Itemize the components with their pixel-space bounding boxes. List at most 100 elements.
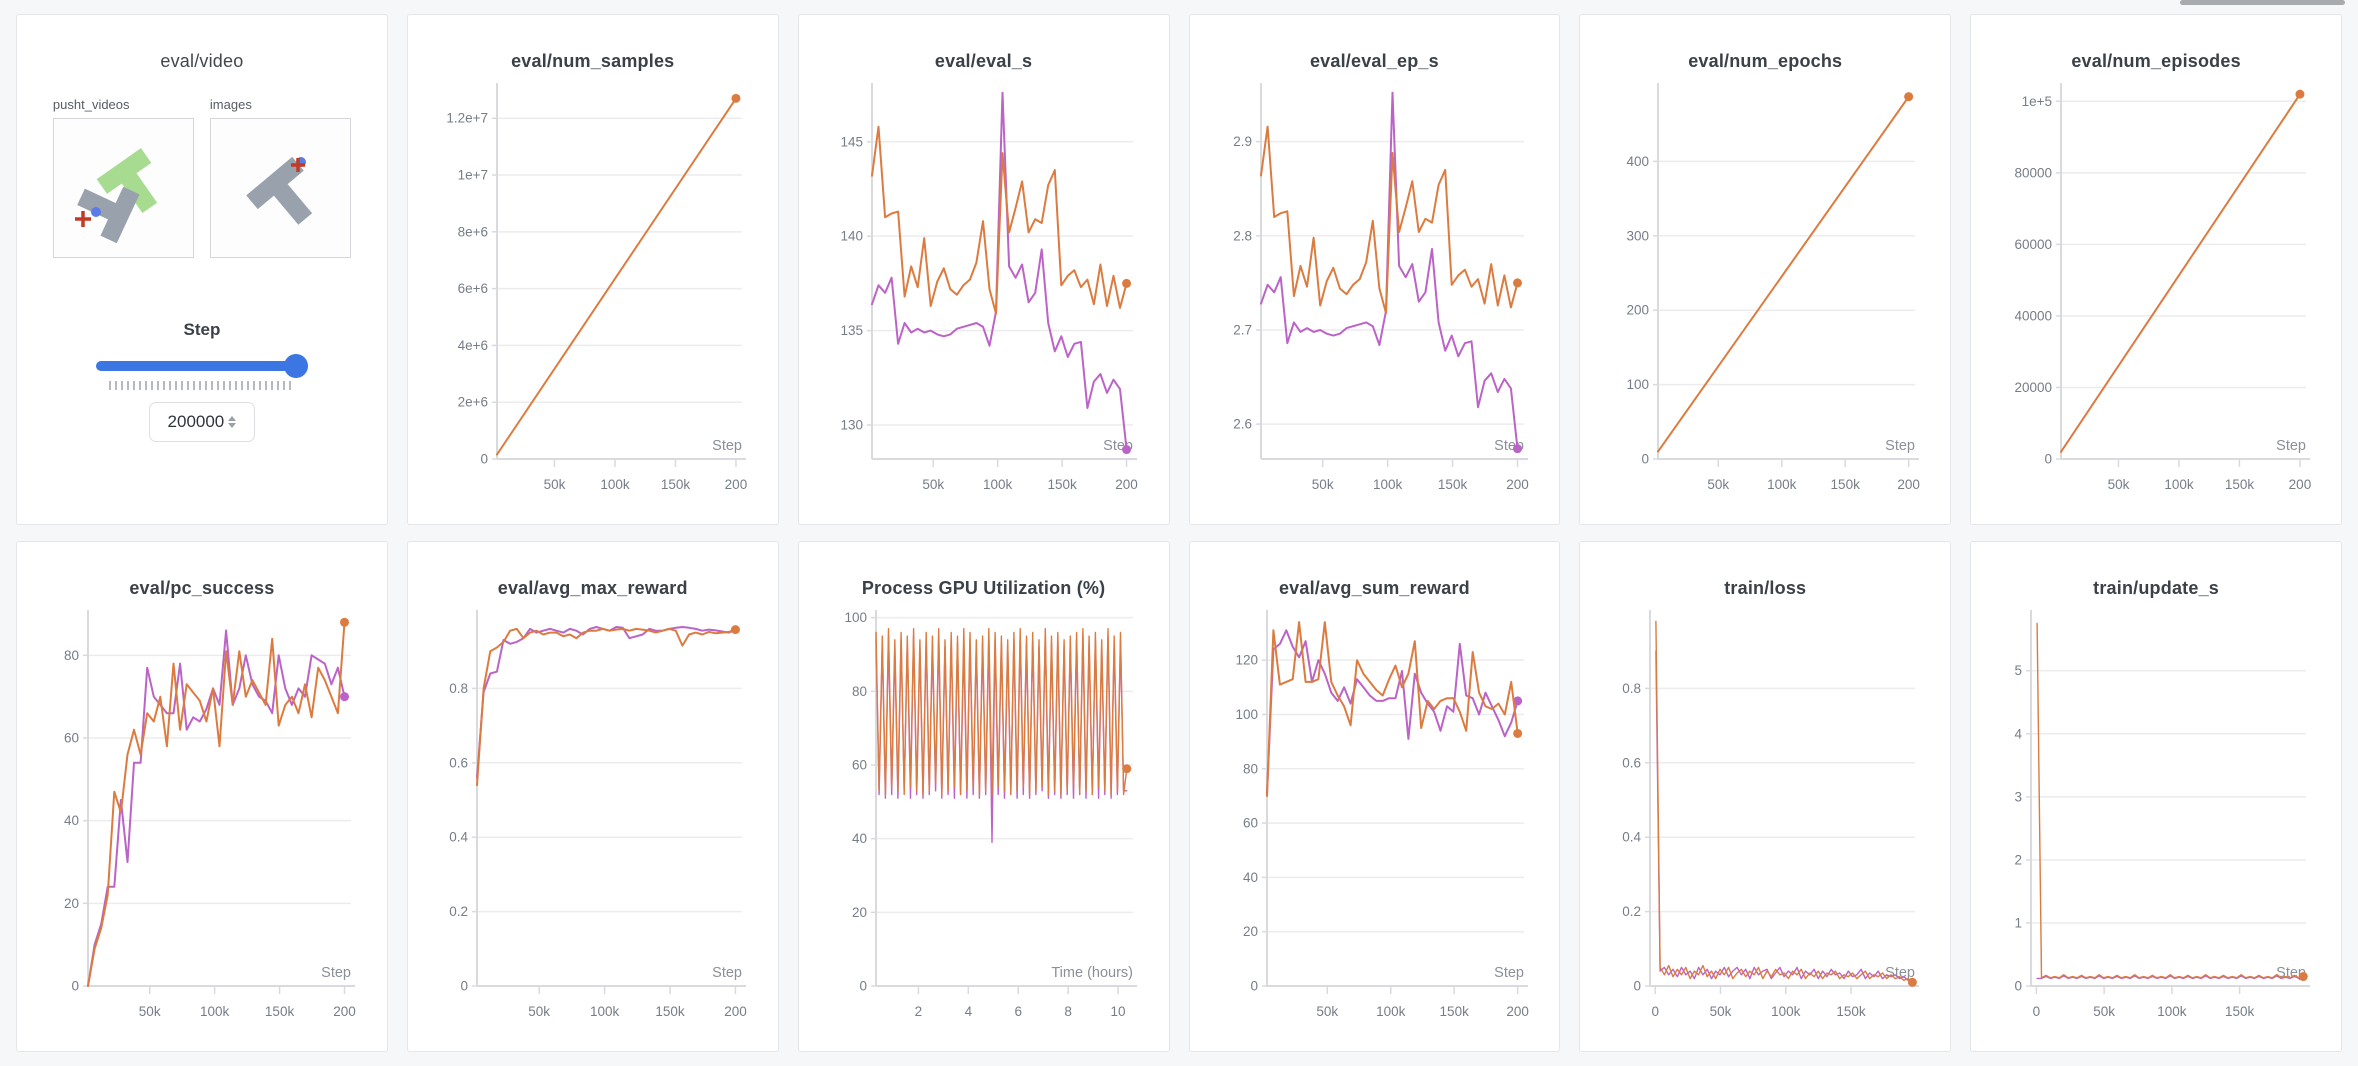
svg-text:0: 0	[1641, 452, 1649, 467]
pusht-scene-graphic	[74, 148, 158, 244]
svg-text:0.4: 0.4	[1622, 830, 1641, 845]
svg-text:60000: 60000	[2014, 237, 2052, 252]
panel-eval-eval-ep-s: eval/eval_ep_s 2.6 2.7 2.8 2.9 50k 100k 150k 20…	[1188, 14, 1561, 525]
svg-text:0: 0	[72, 979, 80, 994]
svg-text:40: 40	[1243, 870, 1258, 885]
svg-text:200: 200	[1506, 1004, 1529, 1019]
svg-text:40: 40	[64, 813, 79, 828]
target-cross-icon	[290, 158, 305, 172]
svg-text:150k: 150k	[1048, 477, 1078, 492]
thumbnail-caption: images	[209, 97, 252, 112]
svg-text:0.6: 0.6	[449, 755, 468, 770]
video-thumbnails-row: pusht_videos	[52, 97, 351, 258]
stepper-arrows[interactable]	[228, 416, 237, 428]
svg-text:80: 80	[852, 684, 867, 699]
svg-text:60: 60	[1243, 816, 1258, 831]
svg-text:100k: 100k	[2157, 1004, 2187, 1019]
svg-text:200: 200	[2288, 477, 2311, 492]
step-up-icon[interactable]	[228, 416, 237, 421]
svg-text:0.8: 0.8	[1622, 681, 1641, 696]
svg-text:0.4: 0.4	[449, 830, 468, 845]
svg-text:0: 0	[2014, 979, 2022, 994]
panel-title: eval/avg_max_reward	[497, 578, 688, 598]
svg-text:0: 0	[461, 979, 469, 994]
svg-text:200: 200	[724, 1004, 747, 1019]
svg-text:400: 400	[1626, 154, 1649, 169]
panel-eval-avg-sum-reward: eval/avg_sum_reward 0 20 40 60 80 100 120 50k 10…	[1188, 541, 1561, 1052]
svg-text:40: 40	[852, 831, 867, 846]
images-scene-graphic	[246, 156, 313, 225]
svg-text:1.2e+7: 1.2e+7	[447, 111, 489, 126]
svg-text:0: 0	[1633, 979, 1641, 994]
svg-text:0.8: 0.8	[449, 681, 468, 696]
panel-title: eval/video	[160, 51, 244, 71]
chart-eval-num-samples[interactable]: 0 2e+6 4e+6 6e+6 8e+6 1e+7 1.2e+7 50k 100k 150k 20…	[423, 75, 762, 511]
svg-text:4: 4	[2014, 726, 2022, 741]
panel-title: train/loss	[1724, 578, 1807, 598]
svg-text:6: 6	[1015, 1004, 1023, 1019]
panel-title: eval/avg_sum_reward	[1278, 578, 1470, 598]
svg-text:5: 5	[2014, 663, 2022, 678]
svg-text:20: 20	[852, 905, 867, 920]
svg-text:100k: 100k	[200, 1004, 230, 1019]
svg-text:2.6: 2.6	[1233, 417, 1252, 432]
chart-eval-num-epochs[interactable]: 0 100 200 300 400 50k 100k 150k 200 Step	[1596, 75, 1935, 511]
svg-text:Step: Step	[322, 965, 352, 981]
svg-text:1e+7: 1e+7	[458, 168, 488, 183]
panel-title: eval/eval_s	[934, 51, 1033, 71]
svg-text:200: 200	[1626, 303, 1649, 318]
grey-t-shape	[246, 156, 313, 225]
svg-text:50k: 50k	[1312, 477, 1334, 492]
horizontal-scrollbar-thumb[interactable]	[2180, 0, 2345, 5]
svg-text:0: 0	[2032, 1004, 2040, 1019]
panel-eval-video: eval/video pusht_videos	[16, 14, 388, 525]
step-down-icon[interactable]	[228, 423, 237, 428]
pusht-video-thumbnail[interactable]	[52, 118, 194, 258]
svg-text:100k: 100k	[601, 477, 631, 492]
svg-text:100k: 100k	[2164, 477, 2194, 492]
slider-thumb[interactable]	[283, 354, 308, 378]
svg-text:6e+6: 6e+6	[458, 281, 488, 296]
panel-process-gpu-utilization: Process GPU Utilization (%) 0 20 40 60 80 100…	[797, 541, 1170, 1052]
svg-text:0.2: 0.2	[1622, 904, 1641, 919]
svg-text:50k: 50k	[529, 1004, 551, 1019]
svg-text:2.7: 2.7	[1233, 322, 1252, 337]
svg-text:80: 80	[64, 648, 79, 663]
panel-eval-pc-success: eval/pc_success 0 20 40 60 80 50k 100k 150k 200 S…	[16, 541, 388, 1052]
chart-eval-avg-max-reward[interactable]: 0 0.2 0.4 0.6 0.8 50k 100k 150k 200 Step	[423, 602, 762, 1038]
svg-text:200: 200	[1897, 477, 1920, 492]
svg-text:2.8: 2.8	[1233, 228, 1252, 243]
chart-eval-num-episodes[interactable]: 0 20000 40000 60000 80000 1e+5 50k 100k 150k 200 S…	[1987, 75, 2326, 511]
svg-text:80000: 80000	[2014, 165, 2052, 180]
svg-text:0: 0	[860, 979, 868, 994]
slider-track[interactable]	[95, 361, 296, 371]
chart-eval-pc-success[interactable]: 0 20 40 60 80 50k 100k 150k 200 Step	[32, 602, 371, 1038]
step-value[interactable]: 200000	[167, 412, 225, 431]
svg-text:4: 4	[965, 1004, 973, 1019]
svg-text:0: 0	[481, 452, 489, 467]
svg-text:8: 8	[1064, 1004, 1072, 1019]
svg-text:300: 300	[1626, 228, 1649, 243]
step-slider[interactable]	[95, 354, 308, 378]
svg-text:140: 140	[841, 229, 864, 244]
svg-text:1: 1	[2014, 915, 2022, 930]
svg-text:100k: 100k	[1767, 477, 1797, 492]
chart-eval-avg-sum-reward[interactable]: 0 20 40 60 80 100 120 50k 100k 150k 200 Step	[1205, 602, 1544, 1038]
svg-text:50k: 50k	[2093, 1004, 2115, 1019]
panel-title: train/update_s	[2093, 578, 2219, 598]
svg-text:200: 200	[725, 477, 748, 492]
svg-text:0: 0	[2044, 452, 2052, 467]
step-number-input[interactable]: 200000	[148, 402, 255, 442]
svg-text:50k: 50k	[544, 477, 566, 492]
chart-process-gpu-utilization[interactable]: 0 20 40 60 80 100 2 4 6 8 10 Time (hours)	[814, 602, 1153, 1038]
svg-text:0.2: 0.2	[449, 904, 468, 919]
svg-text:50k: 50k	[2107, 477, 2129, 492]
images-thumbnail[interactable]	[209, 118, 351, 258]
svg-text:2: 2	[915, 1004, 923, 1019]
panel-title: eval/pc_success	[129, 578, 275, 598]
grey-t-shape	[77, 186, 140, 244]
